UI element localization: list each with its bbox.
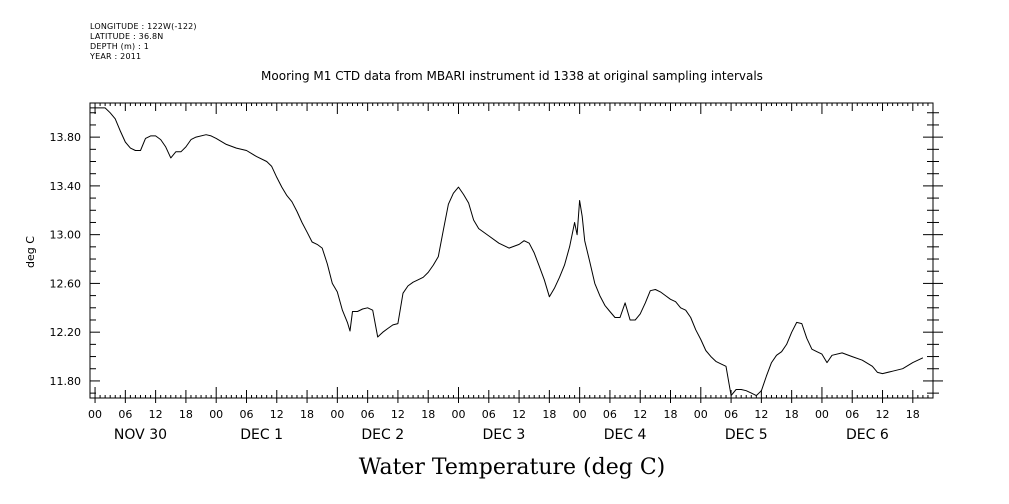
x-tick-label: 12 — [149, 408, 163, 421]
x-tick-label: 00 — [694, 408, 708, 421]
x-tick-label: 06 — [118, 408, 132, 421]
meta-year: YEAR : 2011 — [90, 52, 142, 61]
x-day-label: DEC 5 — [725, 427, 768, 443]
y-axis: 11.80 12.20 12.60 13.00 13.40 13.80 — [50, 112, 943, 394]
x-day-label: DEC 1 — [240, 427, 283, 443]
x-tick-label: 06 — [603, 408, 617, 421]
meta-latitude: LATITUDE : 36.8N — [90, 32, 164, 41]
x-day-label: DEC 2 — [361, 427, 404, 443]
y-axis-label: deg C — [24, 236, 37, 268]
series-line — [90, 107, 924, 397]
x-day-label: NOV 30 — [114, 427, 167, 443]
x-axis-label: Water Temperature (deg C) — [359, 455, 666, 480]
y-tick-label: 11.80 — [50, 375, 82, 388]
x-tick-label: 18 — [421, 408, 435, 421]
x-day-label: DEC 3 — [483, 427, 526, 443]
x-tick-label: 00 — [88, 408, 102, 421]
x-day-label: DEC 6 — [846, 427, 889, 443]
x-tick-label: 18 — [664, 408, 678, 421]
x-tick-label: 06 — [482, 408, 496, 421]
x-tick-label: 12 — [633, 408, 647, 421]
y-tick-label: 12.20 — [50, 326, 82, 339]
x-tick-label: 18 — [785, 408, 799, 421]
x-tick-label: 06 — [239, 408, 253, 421]
y-tick-label: 13.40 — [50, 180, 82, 193]
y-tick-label: 12.60 — [50, 277, 82, 290]
x-tick-label: 18 — [542, 408, 556, 421]
x-tick-label: 06 — [361, 408, 375, 421]
x-tick-label: 18 — [300, 408, 314, 421]
x-tick-label: 00 — [815, 408, 829, 421]
x-tick-label: 06 — [724, 408, 738, 421]
x-tick-label: 18 — [179, 408, 193, 421]
x-tick-label: 12 — [270, 408, 284, 421]
x-tick-label: 12 — [754, 408, 768, 421]
x-tick-label: 00 — [451, 408, 465, 421]
plot-frame — [89, 102, 934, 399]
meta-longitude: LONGITUDE : 122W(-122) — [90, 22, 197, 31]
meta-depth: DEPTH (m) : 1 — [90, 42, 149, 51]
x-tick-label: 18 — [906, 408, 920, 421]
y-tick-label: 13.00 — [50, 229, 82, 242]
metadata-block: LONGITUDE : 122W(-122) LATITUDE : 36.8N … — [90, 22, 197, 62]
x-tick-label: 00 — [573, 408, 587, 421]
y-tick-label: 13.80 — [50, 131, 82, 144]
x-tick-label: 12 — [876, 408, 890, 421]
x-tick-label: 00 — [209, 408, 223, 421]
x-axis: 00 06 12 18 00 06 12 18 00 06 12 18 00 06 12 18 00 06 12 18… — [88, 103, 929, 443]
x-tick-label: 12 — [391, 408, 405, 421]
x-tick-label: 12 — [512, 408, 526, 421]
x-tick-label: 00 — [330, 408, 344, 421]
chart-title: Mooring M1 CTD data from MBARI instrumen… — [261, 69, 763, 83]
x-day-label: DEC 4 — [604, 427, 647, 443]
series-layer — [90, 107, 924, 397]
x-tick-label: 06 — [845, 408, 859, 421]
